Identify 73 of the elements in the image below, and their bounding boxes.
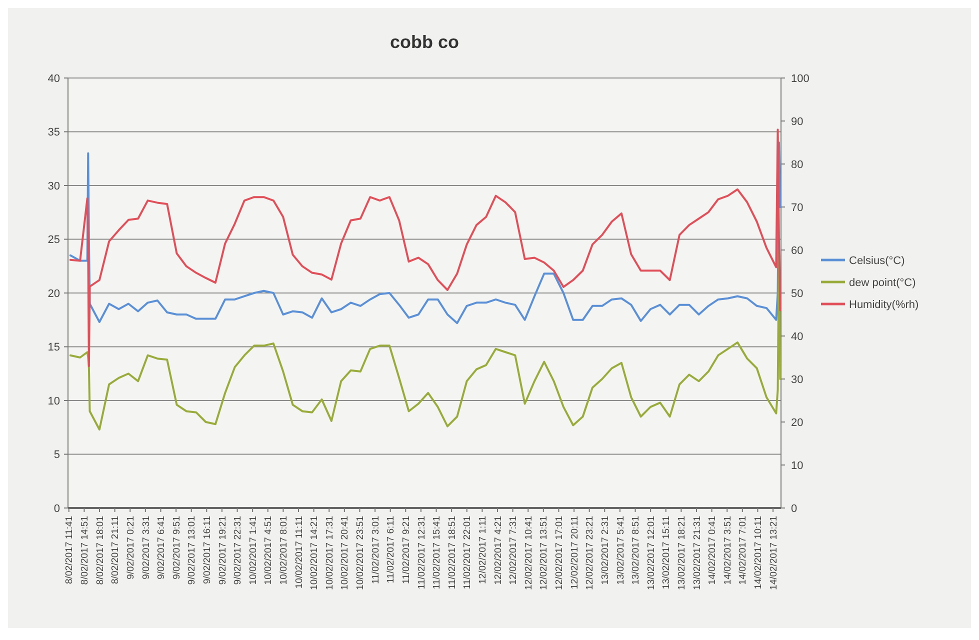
x-tick-label: 12/02/2017 23:21 [584,516,596,590]
x-tick-label: 14/02/2017 13:21 [768,516,780,590]
y-tick-label: 0 [54,502,60,515]
x-tick-label: 12/02/2017 4:21 [492,516,504,585]
x-tick-label: 10/02/2017 11:11 [294,516,305,589]
x-tick-label: 11/02/2017 15:41 [432,516,443,590]
y-tick-label: 40 [48,72,60,85]
x-tick-label: 14/02/2017 0:41 [707,516,718,585]
y2-tick-label: 90 [791,116,804,128]
x-tick-label: 9/02/2017 22:31 [232,516,244,585]
x-tick-label: 8/02/2017 14:51 [80,516,91,585]
line-series [69,128,782,368]
y-tick-label: 10 [48,395,60,408]
x-tick-label: 12/02/2017 20:11 [569,516,580,590]
y-tick-label: 35 [48,126,60,139]
x-tick-label: 10/02/2017 23:51 [355,516,366,590]
x-tick-label: 8/02/2017 18:01 [94,516,106,585]
y2-tick-label: 10 [791,460,804,472]
x-tick-label: 12/02/2017 13:51 [538,516,550,590]
x-tick-label: 13/02/2017 5:41 [615,516,626,585]
chart-title: cobb co [390,32,460,52]
x-tick-label: 12/02/2017 17:01 [554,516,566,590]
x-tick-label: 9/02/2017 13:01 [186,516,198,585]
x-tick-label: 13/02/2017 12:01 [646,516,657,590]
x-tick-label: 13/02/2017 21:31 [692,516,703,590]
x-tick-label: 13/02/2017 2:31 [600,516,611,585]
x-tick-label: 11/02/2017 6:11 [386,516,397,584]
x-tick-label: 9/02/2017 9:51 [171,516,182,580]
y-tick-label: 20 [48,288,60,300]
x-tick-label: 10/02/2017 1:41 [248,516,259,585]
line-series [69,142,782,324]
x-tick-label: 8/02/2017 21:11 [110,516,122,584]
x-tick-label: 9/02/2017 16:11 [202,516,213,584]
legend-label: dew point(°C) [849,276,916,289]
x-tick-label: 13/02/2017 18:21 [676,516,688,590]
x-tick-label: 10/02/2017 20:41 [340,516,351,590]
x-tick-label: 11/02/2017 22:01 [462,516,474,590]
x-tick-label: 9/02/2017 3:31 [140,516,152,580]
x-tick-label: 12/02/2017 7:31 [508,516,520,585]
x-tick-label: 11/02/2017 12:31 [416,516,428,590]
x-tick-label: 14/02/2017 3:51 [722,516,734,585]
x-tick-label: 9/02/2017 0:21 [125,516,136,580]
x-tick-label: 12/02/2017 10:41 [523,516,534,590]
y2-tick-label: 40 [791,330,804,343]
x-tick-label: 11/02/2017 9:21 [400,516,412,584]
y2-tick-label: 60 [791,244,804,257]
x-tick-label: 11/02/2017 18:51 [446,516,458,590]
y-tick-label: 30 [48,180,60,192]
x-tick-label: 10/02/2017 8:01 [278,516,290,585]
y-tick-label: 15 [48,342,60,354]
y2-tick-label: 30 [791,374,804,386]
x-tick-label: 13/02/2017 8:51 [630,516,642,585]
x-tick-label: 14/02/2017 10:11 [753,516,764,590]
x-tick-label: 9/02/2017 19:21 [217,516,228,585]
x-tick-label: 10/02/2017 14:21 [309,516,320,590]
legend-label: Humidity(%rh) [849,298,919,311]
y2-tick-label: 70 [791,202,804,214]
y-tick-label: 5 [54,449,60,462]
legend-label: Celsius(°C) [849,254,905,267]
y-tick-label: 25 [48,234,60,246]
x-tick-label: 13/02/2017 15:11 [661,516,672,590]
x-tick-label: 14/02/2017 7:01 [738,516,749,585]
y2-tick-label: 80 [791,158,804,171]
x-tick-label: 11/02/2017 3:01 [370,516,382,584]
y2-tick-label: 50 [791,288,804,300]
x-tick-label: 10/02/2017 4:51 [263,516,274,585]
y2-tick-label: 100 [791,72,810,85]
x-tick-label: 9/02/2017 6:41 [156,516,168,580]
y2-tick-label: 0 [791,502,798,515]
x-tick-label: 8/02/2017 11:41 [64,516,76,584]
x-tick-label: 10/02/2017 17:31 [324,516,336,590]
x-tick-label: 12/02/2017 1:11 [478,516,489,584]
y2-tick-label: 20 [791,416,804,429]
